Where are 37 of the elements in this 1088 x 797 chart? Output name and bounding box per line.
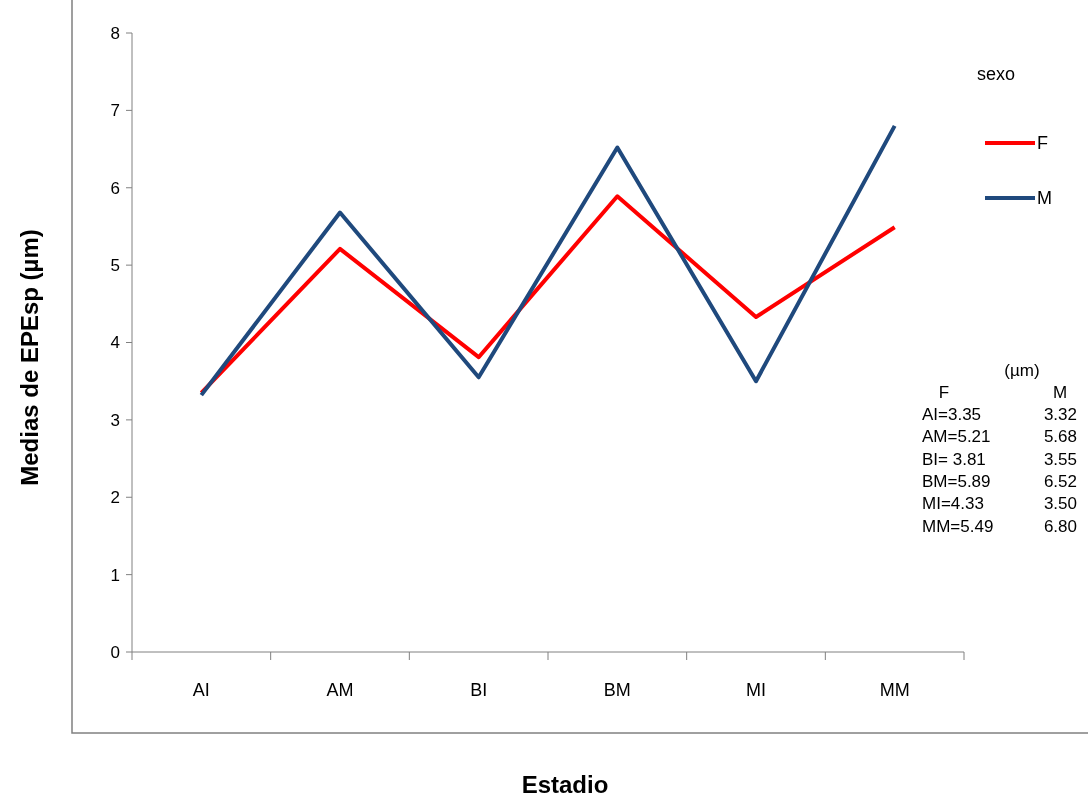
text: 6.80 [1043, 516, 1077, 536]
annotation: BM=5.89 [922, 471, 991, 491]
y-tick-label: 5 [110, 256, 120, 276]
y-tick-label: 7 [110, 101, 120, 121]
legend-title: sexo [977, 64, 1016, 84]
annotation: BI= 3.81 [922, 449, 986, 469]
y-tick-label: 6 [110, 178, 120, 198]
text: 3.32 [1043, 405, 1077, 424]
y-axis-title: Medias de EPEsp (µm) [16, 229, 43, 486]
line-series [199, 123, 897, 398]
y-tick-label: 2 [110, 488, 120, 508]
line-series [199, 194, 897, 395]
x-tick-label: BI [470, 680, 488, 700]
annotation: AM=5.21 [922, 427, 991, 447]
x-tick-label: AM [326, 680, 354, 700]
y-tick-label: 3 [110, 410, 120, 430]
annotation: MI=4.33 [922, 494, 984, 514]
text: 3.50 [1043, 494, 1077, 514]
annotation: AI=3.35 [922, 405, 982, 424]
text: 5.68 [1043, 427, 1077, 447]
x-tick-label: BM [603, 680, 631, 700]
legend-label: M [1037, 188, 1052, 209]
text: 3.55 [1043, 449, 1077, 469]
x-axis-title: Estadio [521, 771, 609, 797]
text: M [1052, 383, 1068, 402]
legend-label: F [1037, 133, 1048, 154]
text: 6.52 [1043, 471, 1077, 491]
y-tick-label: 8 [110, 23, 120, 43]
x-tick-label: MM [879, 680, 910, 700]
y-tick-label: 0 [110, 642, 120, 662]
text: (µm) [1004, 361, 1040, 380]
x-tick-label: AI [192, 680, 210, 700]
annotation: F [938, 383, 950, 402]
annotation: MM=5.49 [922, 516, 994, 536]
y-tick-label: 4 [110, 333, 120, 353]
x-tick-label: MI [746, 680, 766, 700]
y-tick-label: 1 [110, 565, 120, 585]
